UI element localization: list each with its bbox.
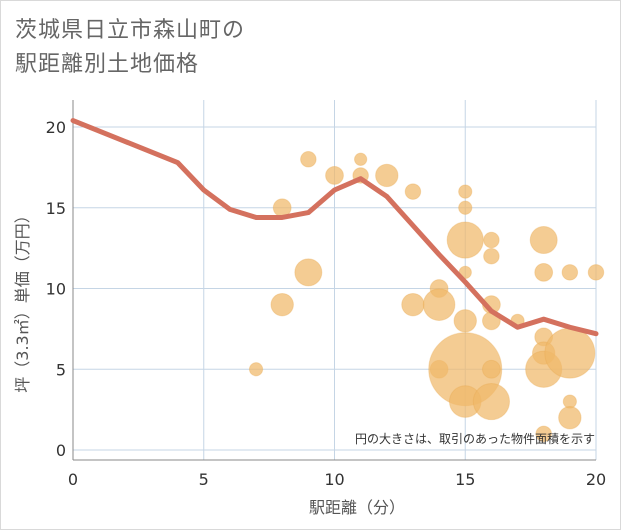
y-axis-label: 坪（3.3㎡）単価（万円） [13, 207, 32, 392]
bubble-point-35 [544, 327, 596, 379]
bubble-point-26 [472, 382, 510, 421]
bubble-point-4 [294, 258, 323, 287]
bubble-point-25 [482, 359, 501, 379]
bubble-point-21 [483, 231, 500, 249]
bubble-point-8 [375, 163, 399, 188]
bubble-point-14 [458, 184, 473, 199]
y-tick-label-0: 0 [56, 441, 66, 460]
bubble-point-10 [401, 292, 425, 317]
x-tick-label-10: 10 [324, 470, 344, 489]
x-tick-label-0: 0 [68, 470, 78, 489]
bubble-point-18 [453, 309, 477, 333]
bubble-layer [248, 151, 605, 443]
bubble-size-note: 円の大きさは、取引のあった物件面積を示す [355, 431, 595, 446]
bubble-point-15 [458, 200, 473, 215]
bubble-point-3 [300, 151, 317, 168]
chart-title-line-1: 茨城県日立市森山町の [15, 18, 246, 43]
tick-layer: 0 5 10 15 20 0 5 10 15 20 [46, 118, 607, 489]
y-tick-label-10: 10 [46, 280, 66, 299]
line-layer [70, 118, 599, 337]
x-tick-label-15: 15 [455, 470, 475, 489]
x-axis-label: 駅距離（分） [309, 498, 405, 517]
chart-title-line-2: 駅距離別土地価格 [15, 52, 200, 77]
x-tick-label-5: 5 [199, 470, 209, 489]
bubble-point-22 [483, 247, 500, 265]
bubble-point-29 [534, 262, 554, 282]
bubble-point-5 [325, 166, 344, 185]
bubble-point-1 [270, 292, 294, 317]
chart-title: 茨城県日立市森山町の 駅距離別土地価格 [15, 14, 245, 82]
bubble-point-12 [422, 288, 456, 321]
bubble-point-9 [404, 183, 422, 200]
bubble-point-0 [248, 362, 264, 377]
y-tick-label-15: 15 [46, 199, 66, 218]
bubble-point-33 [535, 425, 552, 443]
average-price-line [70, 118, 599, 337]
bubble-point-38 [587, 264, 605, 281]
bubble-point-28 [529, 226, 558, 255]
x-tick-label-20: 20 [586, 470, 606, 489]
y-tick-label-20: 20 [46, 118, 66, 137]
y-tick-label-5: 5 [56, 360, 66, 379]
bubble-point-6 [354, 152, 368, 166]
bubble-point-16 [446, 221, 484, 259]
bubble-point-37 [558, 406, 582, 430]
bubble-point-34 [561, 264, 579, 281]
grid-layer [72, 100, 597, 461]
